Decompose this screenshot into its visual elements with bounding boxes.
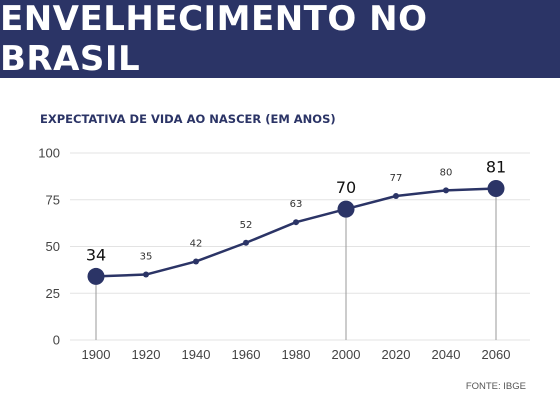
data-label-1980: 63 xyxy=(290,199,303,210)
title-banner: ENVELHECIMENTO NO BRASIL xyxy=(0,0,560,79)
y-tick-label-25: 25 xyxy=(46,286,60,301)
x-tick-label-1980: 1980 xyxy=(282,347,311,362)
data-label-2040: 80 xyxy=(440,167,453,178)
y-tick-label-100: 100 xyxy=(38,146,60,161)
data-point-2020 xyxy=(393,193,399,200)
y-tick-label-0: 0 xyxy=(53,333,60,348)
data-label-1900: 34 xyxy=(86,245,106,264)
y-tick-label-75: 75 xyxy=(46,192,60,207)
data-point-1920 xyxy=(143,271,149,278)
x-tick-label-2060: 2060 xyxy=(482,347,511,362)
x-tick-label-2000: 2000 xyxy=(332,347,361,362)
data-point-1940 xyxy=(193,258,199,265)
data-point-1900 xyxy=(87,267,105,285)
x-tick-label-1920: 1920 xyxy=(132,347,161,362)
x-tick-label-1900: 1900 xyxy=(82,347,111,362)
x-tick-label-2040: 2040 xyxy=(432,347,461,362)
data-label-2000: 70 xyxy=(336,178,356,197)
data-point-1960 xyxy=(243,239,249,246)
data-label-1920: 35 xyxy=(140,252,153,263)
x-tick-label-1940: 1940 xyxy=(182,347,211,362)
source-note: FONTE: IBGE xyxy=(465,381,526,392)
data-point-1980 xyxy=(293,219,299,226)
chart-title: EXPECTATIVA DE VIDA AO NASCER (EM ANOS) xyxy=(40,112,336,126)
data-label-2060: 81 xyxy=(486,158,506,177)
data-point-2060 xyxy=(487,180,505,198)
data-point-2000 xyxy=(337,200,355,218)
data-label-1960: 52 xyxy=(240,220,253,231)
data-label-2020: 77 xyxy=(390,173,403,184)
x-tick-label-2020: 2020 xyxy=(382,347,411,362)
data-label-1940: 42 xyxy=(190,238,203,249)
y-tick-label-50: 50 xyxy=(46,239,60,254)
page-title: ENVELHECIMENTO NO BRASIL xyxy=(0,0,428,79)
data-point-2040 xyxy=(443,187,449,194)
x-tick-label-1960: 1960 xyxy=(232,347,261,362)
